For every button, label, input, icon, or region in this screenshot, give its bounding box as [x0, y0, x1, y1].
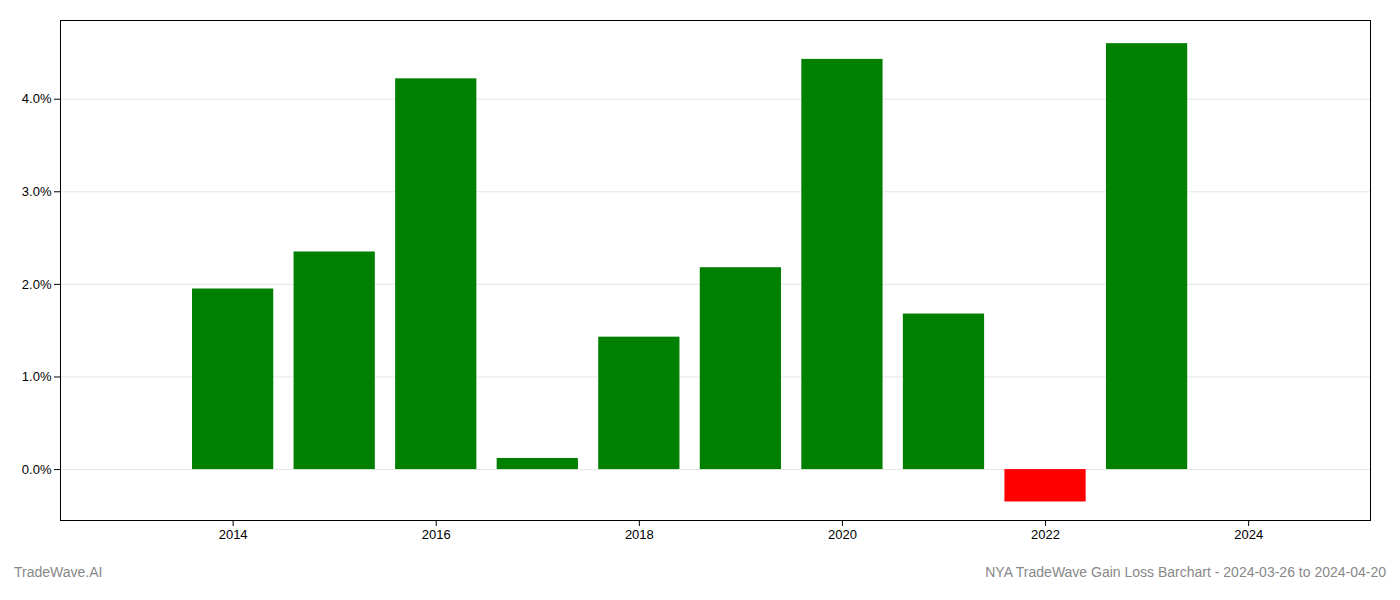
- svg-text:2022: 2022: [1031, 527, 1060, 542]
- svg-text:2014: 2014: [219, 527, 248, 542]
- svg-text:2.0%: 2.0%: [22, 277, 52, 292]
- svg-text:2016: 2016: [422, 527, 451, 542]
- svg-text:2018: 2018: [625, 527, 654, 542]
- html-text:NYA TradeWave Gain Loss Barcha: NYA TradeWave Gain Loss Barchart - 2024-…: [985, 564, 1386, 580]
- html-text:TradeWave.AI: TradeWave.AI: [14, 564, 103, 580]
- svg-text:2020: 2020: [828, 527, 857, 542]
- svg-text:0.0%: 0.0%: [22, 462, 52, 477]
- svg-text:4.0%: 4.0%: [22, 91, 52, 106]
- svg-text:1.0%: 1.0%: [22, 369, 52, 384]
- svg-text:2024: 2024: [1234, 527, 1263, 542]
- svg-text:3.0%: 3.0%: [22, 184, 52, 199]
